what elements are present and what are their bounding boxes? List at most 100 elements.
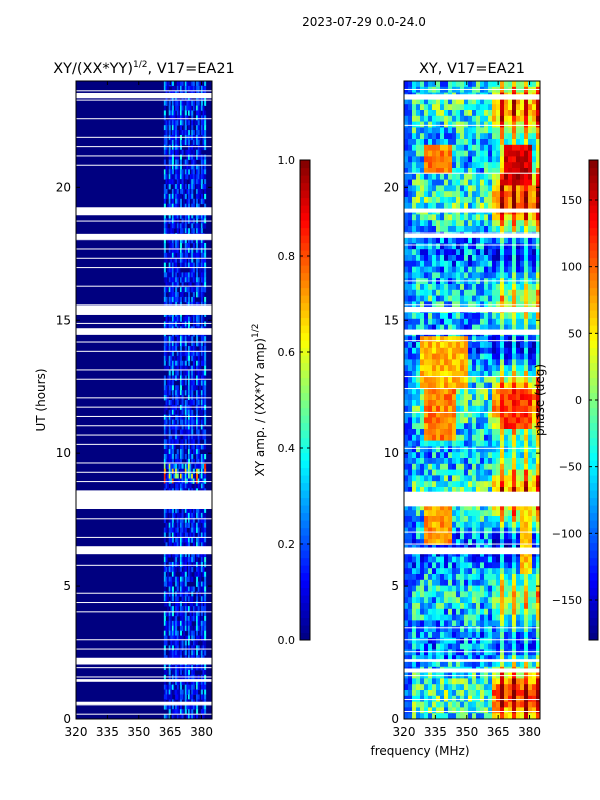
heatmap-cell — [196, 571, 199, 578]
heatmap-cell — [416, 156, 421, 163]
heatmap-cell — [432, 115, 437, 122]
heatmap-cell — [412, 423, 417, 430]
heatmap-cell — [189, 429, 192, 435]
heatmap-cell — [428, 121, 433, 128]
heatmap-cell — [189, 512, 192, 519]
heatmap-cell — [424, 255, 429, 262]
heatmap-cell — [448, 133, 453, 140]
heatmap-cell — [420, 318, 425, 325]
heatmap-cell — [170, 434, 173, 440]
heatmap-cell — [197, 419, 200, 425]
heatmap-cell — [520, 353, 525, 360]
heatmap-cell — [192, 414, 195, 421]
heatmap-cell — [175, 463, 178, 470]
heatmap-cell — [186, 164, 189, 170]
heatmap-cell — [194, 611, 197, 617]
heatmap-cell — [170, 424, 173, 430]
heatmap-cell — [536, 156, 540, 163]
heatmap-cell — [532, 249, 537, 256]
heatmap-cell — [492, 324, 497, 331]
heatmap-cell — [500, 295, 505, 302]
heatmap-cell — [484, 104, 489, 111]
heatmap-cell — [524, 324, 529, 331]
heatmap-cell — [202, 669, 205, 676]
heatmap-cell — [492, 458, 497, 465]
heatmap-cell — [492, 115, 497, 122]
heatmap-cell — [188, 640, 191, 646]
heatmap-cell — [204, 468, 207, 475]
heatmap-cell — [191, 689, 194, 695]
heatmap-cell — [192, 149, 195, 156]
heatmap-cell — [204, 625, 207, 632]
heatmap-cell — [476, 365, 481, 372]
heatmap-cell — [420, 139, 425, 146]
heatmap-cell — [448, 115, 453, 122]
heatmap-cell — [412, 243, 417, 250]
heatmap-cell — [508, 405, 513, 412]
heatmap-cell — [189, 223, 192, 229]
heatmap-cell — [496, 150, 501, 157]
heatmap-cell — [476, 463, 481, 470]
heatmap-cell — [532, 127, 537, 134]
heatmap-cell — [173, 139, 176, 146]
heatmap-cell — [191, 400, 194, 406]
heatmap-cell — [496, 104, 501, 111]
heatmap-cell — [472, 318, 477, 325]
heatmap-cell — [508, 388, 513, 395]
heatmap-cell — [184, 483, 187, 489]
heatmap-cell — [176, 188, 179, 195]
heatmap-cell — [496, 376, 501, 383]
heatmap-cell — [508, 411, 513, 418]
heatmap-cell — [516, 237, 521, 244]
heatmap-cell — [424, 405, 429, 412]
heatmap-cell — [512, 353, 517, 360]
heatmap-cell — [412, 411, 417, 418]
heatmap-cell — [424, 429, 429, 436]
heatmap-cell — [408, 359, 413, 366]
heatmap-cell — [179, 694, 182, 700]
heatmap-cell — [484, 411, 489, 418]
heatmap-cell — [183, 694, 186, 700]
heatmap-cell — [170, 640, 173, 646]
heatmap-cell — [436, 336, 441, 343]
heatmap-cell — [188, 557, 191, 563]
heatmap-cell — [168, 277, 171, 283]
heatmap-cell — [200, 630, 203, 636]
heatmap-cell — [191, 517, 194, 524]
heatmap-cell — [204, 188, 207, 195]
heatmap-cell — [168, 272, 171, 278]
heatmap-cell — [204, 674, 207, 681]
heatmap-cell — [520, 127, 525, 134]
heatmap-cell — [456, 139, 461, 146]
heatmap-cell — [480, 150, 485, 157]
heatmap-cell — [163, 385, 166, 391]
heatmap-cell — [188, 400, 191, 406]
heatmap-cell — [488, 342, 493, 349]
heatmap-cell — [186, 277, 189, 283]
data-gap — [76, 546, 212, 555]
heatmap-cell — [181, 429, 184, 435]
heatmap-cell — [200, 85, 203, 92]
heatmap-cell — [204, 321, 207, 327]
heatmap-cell — [444, 371, 449, 378]
heatmap-cell — [170, 561, 173, 568]
heatmap-cell — [167, 463, 170, 470]
heatmap-cell — [504, 429, 509, 436]
heatmap-cell — [189, 611, 192, 617]
heatmap-cell — [188, 213, 191, 219]
heatmap-cell — [171, 81, 174, 87]
heatmap-cell — [196, 453, 199, 460]
heatmap-cell — [197, 110, 200, 116]
heatmap-cell — [472, 185, 477, 192]
heatmap-cell — [412, 266, 417, 273]
heatmap-cell — [512, 388, 517, 395]
heatmap-cell — [520, 336, 525, 343]
heatmap-cell — [176, 355, 179, 362]
heatmap-cell — [408, 202, 413, 209]
heatmap-cell — [520, 423, 525, 430]
heatmap-cell — [408, 417, 413, 424]
heatmap-cell — [500, 243, 505, 250]
heatmap-cell — [524, 162, 529, 169]
heatmap-cell — [524, 342, 529, 349]
heatmap-cell — [171, 400, 174, 406]
